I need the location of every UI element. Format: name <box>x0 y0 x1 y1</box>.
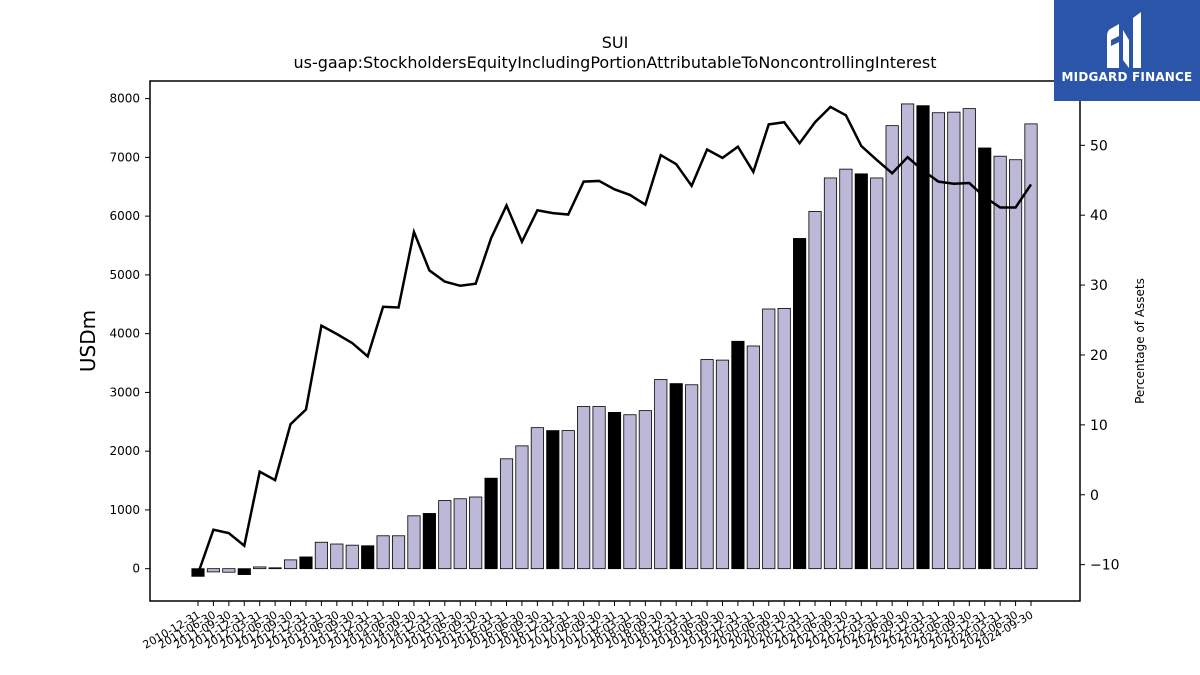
bar-2021-09-30 <box>839 168 853 570</box>
bar-2018-03-31 <box>623 414 637 570</box>
bar-2012-12-31 <box>299 556 313 570</box>
bar-2015-12-31 <box>484 477 498 570</box>
brand-logo: MIDGARD FINANCE <box>1054 0 1200 101</box>
bar-2017-06-30 <box>577 406 591 570</box>
bar-2015-03-31 <box>438 500 452 570</box>
bar-2015-09-30 <box>469 496 483 570</box>
chart-subtitle: us-gaap:StockholdersEquityIncludingPorti… <box>293 53 936 72</box>
y2-axis-label: Percentage of Assets <box>1133 278 1147 404</box>
y-tick-label: 0 <box>132 562 140 576</box>
chart-title: SUI <box>602 33 629 52</box>
bar-2012-03-31 <box>253 566 267 570</box>
bar-2013-12-31 <box>361 545 375 570</box>
midgard-logo-icon <box>1107 12 1141 68</box>
bar-2023-09-30 <box>962 108 976 570</box>
bar-2024-03-31 <box>993 155 1007 570</box>
bar-2016-06-30 <box>515 445 529 570</box>
bar-2020-09-30 <box>777 307 791 570</box>
logo-text: MIDGARD FINANCE <box>1061 70 1193 84</box>
y-tick-label: 8000 <box>109 92 140 106</box>
y-tick-label: 4000 <box>109 327 140 341</box>
bar-2022-09-30 <box>901 103 915 570</box>
y-axis-left: 0 1000 2000 3000 4000 5000 6000 7000 8000 <box>109 92 150 576</box>
y2-tick-label: 40 <box>1090 208 1108 224</box>
y-tick-label: 3000 <box>109 385 140 399</box>
bar-2013-06-30 <box>330 543 344 570</box>
y2-tick-label: 30 <box>1090 278 1108 294</box>
bar-2023-06-30 <box>947 111 961 570</box>
bar-2023-12-31 <box>978 147 992 570</box>
y2-tick-label: 0 <box>1090 488 1099 504</box>
bar-2020-12-31 <box>793 238 807 570</box>
bar-2014-06-30 <box>391 535 406 570</box>
bar-2011-06-30 <box>206 568 220 573</box>
x-axis: 2010-12-312011-06-302011-09-302011-12-31… <box>141 601 1036 652</box>
bar-series <box>191 103 1038 577</box>
bar-2016-12-31 <box>546 430 560 570</box>
bar-2021-03-31 <box>808 211 822 570</box>
bar-2016-09-30 <box>530 427 544 570</box>
bar-2019-03-31 <box>685 384 699 570</box>
bar-2021-06-30 <box>823 177 838 570</box>
y-tick-label: 6000 <box>109 209 140 223</box>
bar-2023-03-31 <box>931 112 946 570</box>
bar-2015-06-30 <box>453 498 467 570</box>
bar-2024-09-30 <box>1024 123 1038 570</box>
y-tick-label: 5000 <box>109 268 140 282</box>
bar-2016-03-31 <box>499 458 514 570</box>
y2-tick-label: 20 <box>1090 348 1108 364</box>
bar-2012-09-30 <box>283 559 298 570</box>
bar-2020-03-31 <box>746 345 760 570</box>
bar-2019-12-31 <box>731 340 745 570</box>
bar-2013-03-31 <box>314 541 328 570</box>
bar-2017-03-31 <box>561 430 575 570</box>
bar-2018-06-30 <box>638 410 652 570</box>
bar-2014-09-30 <box>407 515 421 570</box>
y2-tick-label: −10 <box>1090 558 1120 574</box>
bar-2013-09-30 <box>345 544 359 570</box>
bar-2022-03-31 <box>870 177 884 570</box>
y-axis-right: −10 0 10 20 30 40 50 <box>1080 138 1120 574</box>
percentage-line <box>196 105 1033 575</box>
bar-2017-09-30 <box>592 406 606 570</box>
bar-2019-06-30 <box>700 359 714 570</box>
bar-2011-09-30 <box>222 568 236 573</box>
bar-2024-06-30 <box>1009 159 1023 570</box>
bar-2014-03-31 <box>376 535 390 570</box>
bar-2017-12-31 <box>607 411 622 570</box>
y-axis-label: USDm <box>76 310 100 372</box>
y-tick-label: 1000 <box>109 503 140 517</box>
bar-2022-06-30 <box>885 125 899 570</box>
y-tick-label: 2000 <box>109 444 140 458</box>
bar-2021-12-31 <box>854 173 868 570</box>
bar-2020-06-30 <box>762 308 776 570</box>
bar-2018-09-30 <box>654 379 668 570</box>
bar-2019-09-30 <box>715 359 730 570</box>
y2-tick-label: 50 <box>1090 138 1108 154</box>
bar-2022-12-31 <box>916 105 930 570</box>
y-tick-label: 7000 <box>109 150 140 164</box>
bar-2014-12-31 <box>422 513 436 570</box>
bar-2018-12-31 <box>669 383 683 570</box>
y2-tick-label: 10 <box>1090 418 1108 434</box>
bar-2012-06-30 <box>268 567 282 570</box>
bar-2011-12-31 <box>237 568 251 575</box>
